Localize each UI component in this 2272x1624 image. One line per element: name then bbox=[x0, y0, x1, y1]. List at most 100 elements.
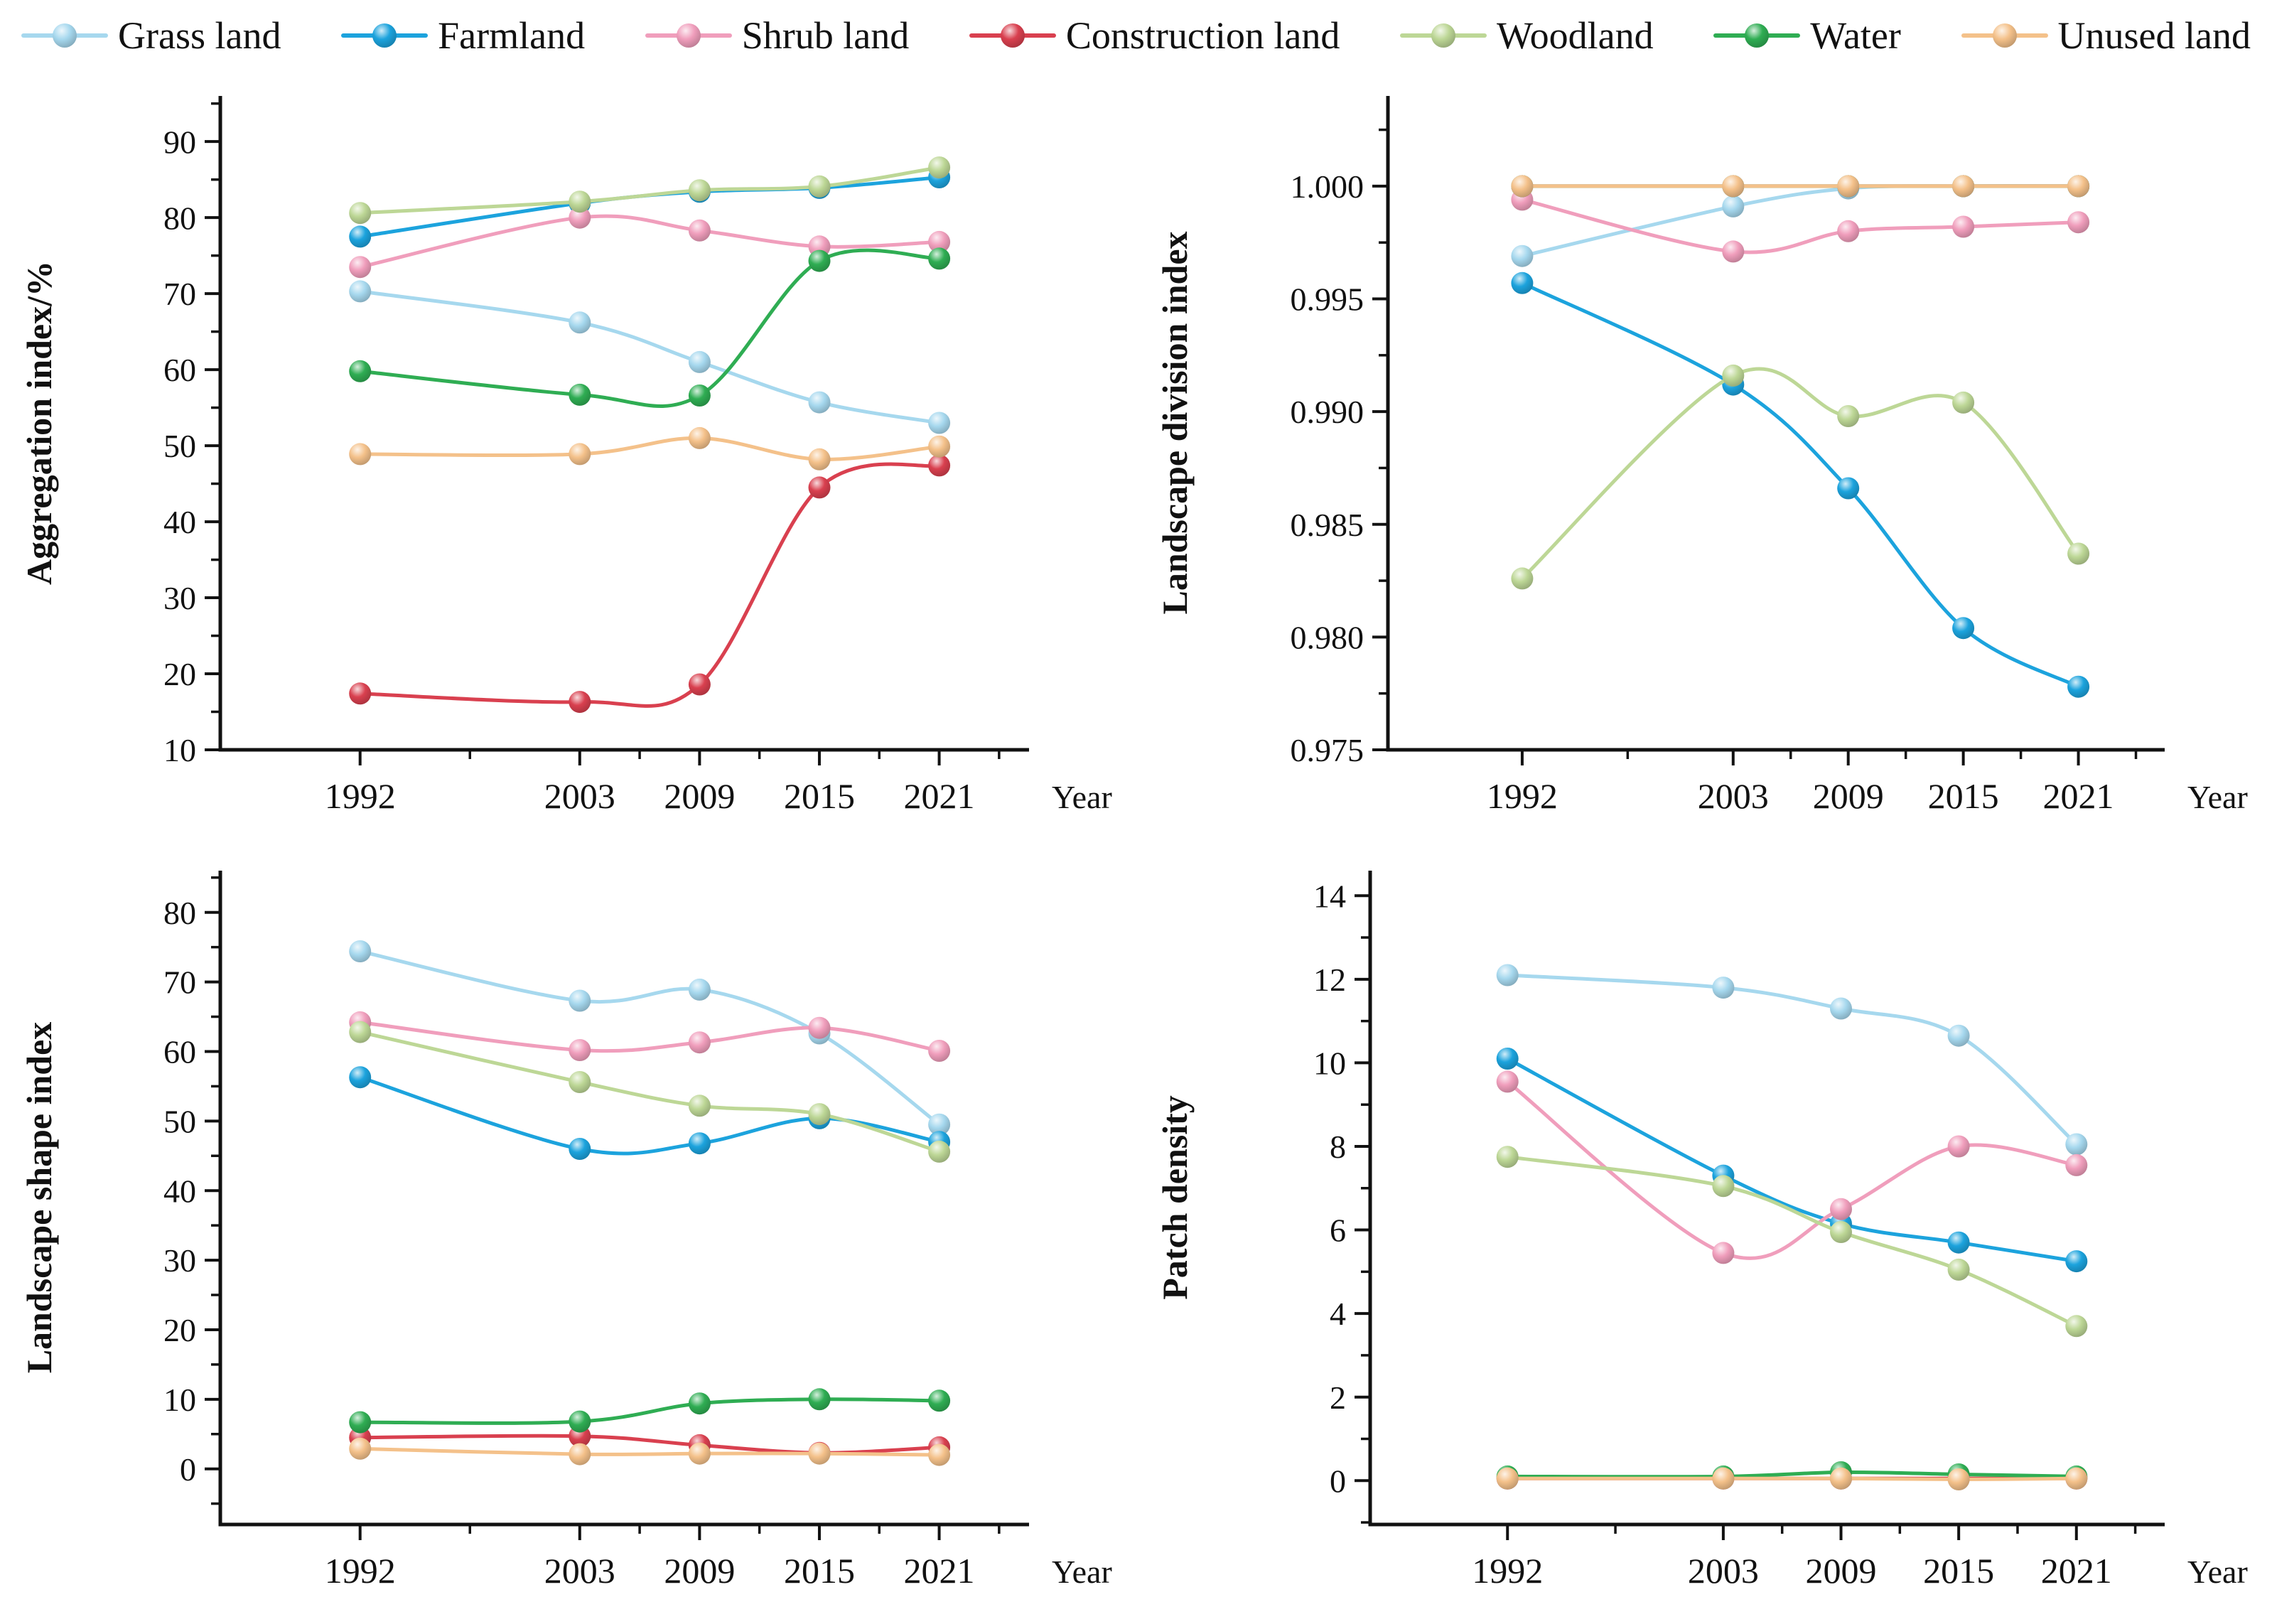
data-point-water-2009 bbox=[688, 1392, 711, 1415]
data-point-woodland-2003 bbox=[1712, 1175, 1735, 1198]
data-point-farmland-2003 bbox=[569, 1138, 591, 1160]
y-tick-label: 12 bbox=[1313, 962, 1346, 998]
legend-item-water: Water bbox=[1713, 15, 1901, 56]
y-tick-label: 10 bbox=[163, 1382, 196, 1418]
y-tick-label: 0.975 bbox=[1291, 732, 1364, 768]
data-point-grass-land-2021 bbox=[928, 1113, 951, 1136]
chart-cell-landscape-shape-index: 0 10 20 30 40 50 60 70 80 1992 2003 2009 2015 2021 Lan… bbox=[0, 846, 1136, 1620]
legend-item-unused-land: Unused land bbox=[1961, 15, 2251, 56]
data-point-grass-land-1992 bbox=[1511, 244, 1534, 267]
series-line-construction-land bbox=[358, 462, 942, 708]
series-construction-land bbox=[349, 454, 951, 714]
data-point-grass-land-2003 bbox=[569, 311, 591, 334]
series-farmland bbox=[349, 1066, 951, 1160]
y-tick-label: 10 bbox=[163, 732, 196, 768]
y-tick-label: 20 bbox=[163, 656, 196, 692]
data-point-woodland-2021 bbox=[2065, 1315, 2088, 1338]
data-point-unused-land-1992 bbox=[1496, 1467, 1519, 1490]
data-point-construction-land-2009 bbox=[688, 673, 711, 696]
data-point-construction-land-2015 bbox=[808, 476, 831, 499]
data-point-grass-land-1992 bbox=[349, 940, 372, 962]
data-point-unused-land-1992 bbox=[349, 443, 372, 466]
y-tick-label: 70 bbox=[163, 276, 196, 312]
data-point-unused-land-2009 bbox=[1837, 175, 1860, 198]
data-point-unused-land-2003 bbox=[569, 443, 591, 466]
x-axis-title: Year bbox=[1052, 1554, 1112, 1590]
data-point-grass-land-1992 bbox=[1496, 964, 1519, 986]
y-tick-label: 80 bbox=[163, 200, 196, 236]
series-water bbox=[1496, 1461, 2088, 1488]
series-farmland bbox=[349, 166, 951, 248]
x-tick-label: 2015 bbox=[784, 776, 855, 816]
series-grass-land bbox=[349, 280, 951, 434]
data-point-water-1992 bbox=[349, 360, 372, 382]
data-point-woodland-2009 bbox=[1837, 405, 1860, 427]
data-point-water-2009 bbox=[688, 385, 711, 407]
data-point-woodland-2009 bbox=[688, 179, 711, 202]
data-point-unused-land-2003 bbox=[1712, 1467, 1735, 1490]
x-tick-label: 2009 bbox=[664, 776, 735, 816]
data-point-shrub-land-2009 bbox=[1830, 1198, 1852, 1220]
x-tick-label: 2015 bbox=[1923, 1551, 1994, 1591]
y-axis-title: Aggregation index/% bbox=[19, 261, 59, 585]
data-point-shrub-land-2021 bbox=[928, 230, 951, 253]
data-point-farmland-1992 bbox=[1496, 1048, 1519, 1070]
data-point-unused-land-2009 bbox=[688, 426, 711, 449]
series-grass-land bbox=[349, 940, 951, 1136]
y-tick-label: 8 bbox=[1330, 1129, 1346, 1165]
data-point-grass-land-1992 bbox=[349, 280, 372, 303]
data-point-woodland-1992 bbox=[1496, 1146, 1519, 1168]
y-tick-label: 60 bbox=[163, 1034, 196, 1070]
series-line-shrub-land bbox=[1520, 198, 2081, 254]
legend-point-marker bbox=[1431, 23, 1456, 48]
series-grass-land bbox=[1496, 964, 2088, 1156]
data-point-farmland-2015 bbox=[1947, 1231, 1970, 1254]
legend-item-shrub-land: Shrub land bbox=[645, 15, 909, 56]
legend-item-woodland: Woodland bbox=[1400, 15, 1654, 56]
x-tick-label: 1992 bbox=[1487, 776, 1558, 816]
data-point-shrub-land-1992 bbox=[1496, 1070, 1519, 1093]
axes: 0 10 20 30 40 50 60 70 80 1992 2003 2009 2015 2021 bbox=[163, 871, 1029, 1591]
legend-point-marker bbox=[676, 23, 701, 48]
data-point-unused-land-2015 bbox=[1952, 175, 1975, 198]
series-line-farmland bbox=[358, 1075, 942, 1156]
data-point-shrub-land-1992 bbox=[349, 256, 372, 279]
data-point-water-2003 bbox=[569, 383, 591, 406]
y-tick-label: 0.995 bbox=[1291, 281, 1364, 318]
data-point-woodland-2003 bbox=[569, 1071, 591, 1093]
legend-marker-icon bbox=[1961, 23, 2048, 48]
data-point-woodland-2021 bbox=[928, 1140, 951, 1163]
series-unused-land bbox=[1511, 175, 2090, 198]
legend-marker-icon bbox=[341, 23, 429, 48]
chart-cell-patch-density: 0 2 4 6 8 10 12 14 1992 2003 2009 2015 2021 Patch den… bbox=[1136, 846, 2272, 1620]
data-point-unused-land-2021 bbox=[928, 435, 951, 458]
data-point-woodland-2021 bbox=[928, 156, 951, 179]
data-point-woodland-2015 bbox=[808, 1103, 831, 1126]
data-point-farmland-1992 bbox=[1511, 271, 1534, 294]
series-line-shrub-land bbox=[358, 1020, 942, 1053]
data-point-water-2015 bbox=[808, 249, 831, 272]
series-shrub-land bbox=[1496, 1070, 2088, 1264]
data-point-grass-land-2021 bbox=[2065, 1133, 2088, 1156]
series-unused-land bbox=[349, 426, 951, 470]
series-line-grass-land bbox=[1505, 973, 2079, 1146]
data-point-unused-land-2021 bbox=[2067, 175, 2090, 198]
x-tick-label: 2021 bbox=[2043, 776, 2114, 816]
data-point-shrub-land-2009 bbox=[688, 219, 711, 242]
legend-item-construction-land: Construction land bbox=[969, 15, 1340, 56]
y-tick-label: 10 bbox=[1313, 1045, 1346, 1082]
y-tick-label: 90 bbox=[163, 124, 196, 160]
data-point-grass-land-2015 bbox=[1947, 1024, 1970, 1047]
series-line-water bbox=[358, 248, 942, 408]
data-point-grass-land-2009 bbox=[1830, 997, 1852, 1020]
x-tick-label: 1992 bbox=[325, 776, 396, 816]
series-shrub-land bbox=[349, 206, 951, 279]
data-point-shrub-land-2003 bbox=[1712, 1242, 1735, 1264]
y-tick-label: 14 bbox=[1313, 878, 1346, 914]
data-point-water-1992 bbox=[349, 1411, 372, 1434]
series-woodland bbox=[349, 156, 951, 225]
data-point-shrub-land-2015 bbox=[1947, 1135, 1970, 1158]
data-point-woodland-1992 bbox=[349, 202, 372, 225]
series-water bbox=[349, 1388, 951, 1434]
legend-label: Farmland bbox=[438, 14, 586, 57]
